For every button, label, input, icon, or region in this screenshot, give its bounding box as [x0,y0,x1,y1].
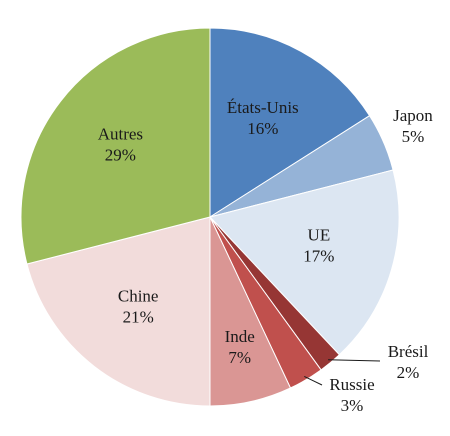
slice-value-ue: 17% [303,247,334,266]
pie-slice-autres [20,27,211,265]
slice-label-bresil: Brésil [388,342,429,361]
slice-label-chine: Chine [118,287,159,306]
leader-line-russie [304,375,323,386]
pie-slice-ue [209,169,400,356]
pie-slices [20,27,400,407]
slice-label-etats-unis: États-Unis [227,98,299,117]
slice-value-autres: 29% [105,145,136,164]
slice-labels: États-Unis 16% Japon 5% UE 17% Brésil 2% Russie 3… [98,98,434,415]
slice-label-autres: Autres [98,124,143,143]
slice-label-ue: UE [308,226,331,245]
leader-lines [304,359,381,386]
slice-value-bresil: 2% [397,363,420,382]
pie-slice-chine [26,216,211,407]
leader-line-bresil [328,359,381,362]
slice-label-japon: Japon [393,106,433,125]
slice-value-chine: 21% [123,308,154,327]
slice-value-japon: 5% [402,127,425,146]
slice-label-russie: Russie [329,375,374,394]
slice-value-inde: 7% [228,348,251,367]
pie-slice-etats-unis [209,27,371,218]
slice-value-etats-unis: 16% [247,119,278,138]
slice-label-inde: Inde [225,327,255,346]
slice-value-russie: 3% [341,396,364,415]
